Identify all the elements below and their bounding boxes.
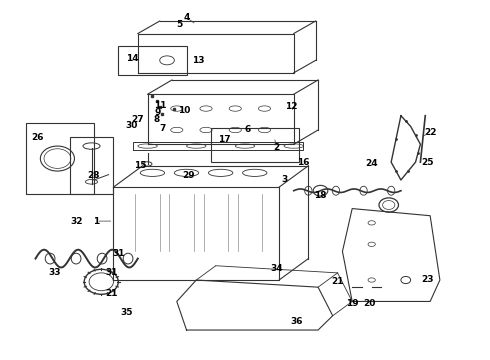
Text: 24: 24 — [366, 159, 378, 168]
Text: 18: 18 — [314, 190, 327, 199]
Text: 34: 34 — [270, 264, 283, 273]
Text: 31: 31 — [106, 268, 118, 277]
Text: 35: 35 — [121, 309, 133, 318]
Text: 14: 14 — [125, 54, 138, 63]
Text: 26: 26 — [32, 133, 44, 142]
Text: 21: 21 — [105, 289, 117, 298]
Text: 20: 20 — [363, 299, 375, 308]
Text: 30: 30 — [125, 121, 138, 130]
Text: 12: 12 — [285, 102, 297, 111]
Text: 32: 32 — [70, 217, 83, 226]
Text: 7: 7 — [159, 124, 165, 133]
Text: 17: 17 — [218, 135, 231, 144]
Text: 13: 13 — [193, 56, 205, 65]
Text: 16: 16 — [297, 158, 310, 167]
Text: 5: 5 — [176, 20, 182, 29]
Text: 29: 29 — [183, 171, 196, 180]
Text: 2: 2 — [273, 143, 280, 152]
Text: 10: 10 — [178, 106, 190, 115]
Bar — [70, 137, 114, 194]
Text: 19: 19 — [346, 299, 359, 308]
Bar — [211, 128, 298, 162]
Text: 23: 23 — [421, 275, 434, 284]
Text: 1: 1 — [93, 217, 99, 226]
Text: 31: 31 — [112, 249, 124, 258]
Text: 4: 4 — [183, 13, 190, 22]
Text: 11: 11 — [154, 101, 167, 110]
Text: 25: 25 — [421, 158, 434, 167]
Bar — [26, 123, 94, 194]
Text: 15: 15 — [134, 161, 147, 170]
Text: 21: 21 — [331, 277, 344, 286]
Text: 9: 9 — [154, 108, 161, 117]
Text: 22: 22 — [424, 129, 437, 138]
Text: 33: 33 — [49, 268, 61, 277]
Bar — [118, 46, 187, 75]
Text: 3: 3 — [282, 175, 288, 184]
Text: 28: 28 — [88, 171, 100, 180]
Text: 8: 8 — [153, 115, 159, 124]
Text: 27: 27 — [131, 116, 144, 125]
Text: 6: 6 — [245, 126, 250, 135]
Text: 36: 36 — [290, 317, 302, 326]
